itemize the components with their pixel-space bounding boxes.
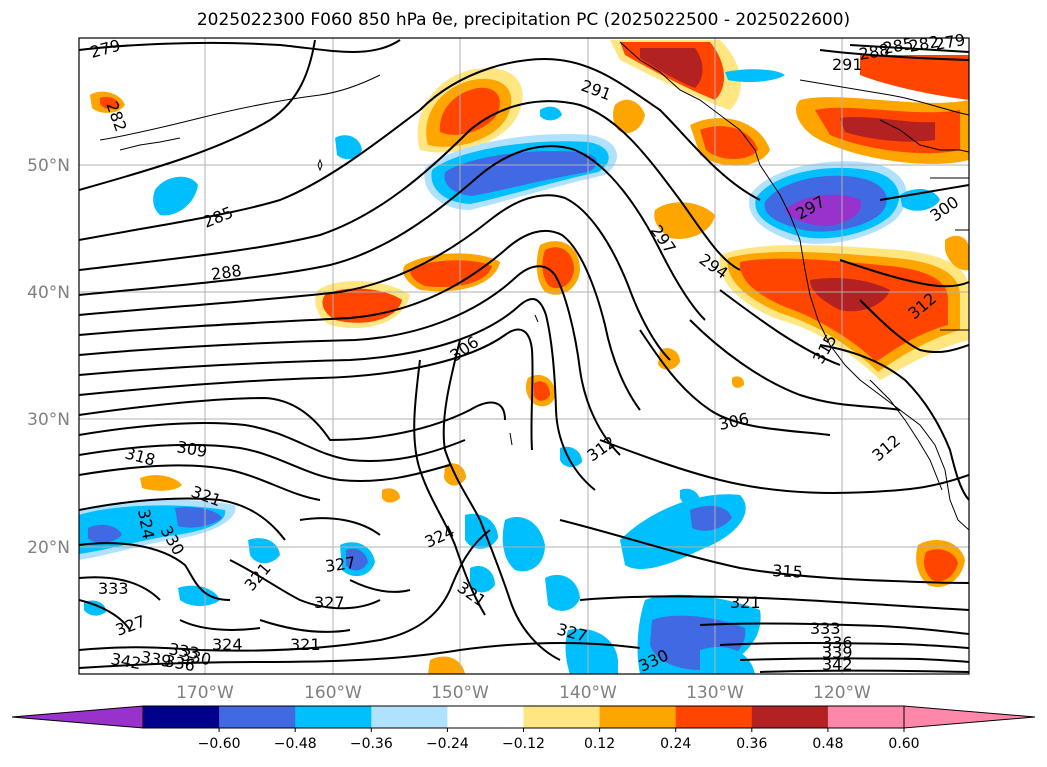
precip-area-sw-band-peak xyxy=(175,507,222,528)
colorbar-tick-label: 0.12 xyxy=(584,736,615,752)
precip-area-bottom xyxy=(700,647,755,674)
precip-area-canada-n xyxy=(860,55,969,100)
precip-area-hawaii-w xyxy=(382,488,400,503)
lon-label: 160°W xyxy=(304,683,362,703)
contour-label: 342 xyxy=(822,655,853,674)
colorbar-tick-label: 0.36 xyxy=(736,736,767,752)
contour-label: 321 xyxy=(730,593,761,612)
precip-area-ak-3 xyxy=(725,69,785,83)
colorbar-extend-high xyxy=(903,705,1036,729)
precip-area-sw-band-peak2 xyxy=(88,524,122,543)
colorbar-segment xyxy=(447,706,524,728)
colorbar: −0.60 −0.48 −0.36 −0.24 −0.12 0.12 0.24 0.36 0.4… xyxy=(11,705,1036,752)
colorbar-segment xyxy=(751,706,829,728)
colorbar-segment xyxy=(675,706,753,728)
colorbar-segment xyxy=(143,706,220,728)
precip-area-midlat-2-core xyxy=(410,260,492,288)
lat-label: 30°N xyxy=(27,410,70,430)
contour-label: 321 xyxy=(290,635,321,654)
colorbar-segment xyxy=(371,706,448,728)
lat-label: 40°N xyxy=(27,283,70,303)
colorbar-tick-label: −0.24 xyxy=(426,736,469,752)
lat-label: 20°N xyxy=(27,538,70,558)
precip-area-ak-4 xyxy=(540,106,562,121)
precip-area-midlat-3-core xyxy=(542,247,574,289)
precip-area-se-small-2 xyxy=(680,488,700,506)
contour-label: 291 xyxy=(832,55,863,74)
contour-label: 327 xyxy=(324,553,357,576)
precip-area-sw-small-2 xyxy=(178,585,220,606)
precip-area-ak-1 xyxy=(153,176,198,216)
colorbar-tick-label: 0.60 xyxy=(888,736,919,752)
map-frame xyxy=(78,37,970,675)
precip-area-east-pac-3 xyxy=(565,628,618,674)
contour-label: 327 xyxy=(314,593,345,612)
colorbar-tick-label: −0.60 xyxy=(198,736,241,752)
colorbar-tick-label: −0.48 xyxy=(274,736,317,752)
precip-area-ak-2 xyxy=(335,135,362,160)
colorbar-tick-label: −0.36 xyxy=(350,736,393,752)
latitude-labels: 50°N 40°N 30°N 20°N xyxy=(27,156,70,558)
contour-label: 315 xyxy=(772,561,803,582)
map-title: 2025022300 F060 850 hPa θe, precipitatio… xyxy=(196,10,851,30)
precip-area-central-pac-core xyxy=(534,381,550,401)
contour-label: 288 xyxy=(210,261,243,284)
lon-label: 130°W xyxy=(686,683,744,703)
colorbar-tick-label: 0.24 xyxy=(660,736,691,752)
precip-area-pnw-max xyxy=(810,278,890,312)
colorbar-segment xyxy=(219,706,296,728)
precip-area-midlat-1-core xyxy=(322,288,402,323)
precip-area-w-alaska-2 xyxy=(100,96,120,109)
precip-area-gulf-alaska-peak xyxy=(439,87,500,135)
precip-area-central-2 xyxy=(545,574,580,611)
precip-area-central-3 xyxy=(465,513,498,549)
lon-label: 170°W xyxy=(176,683,234,703)
lon-label: 140°W xyxy=(559,683,617,703)
precip-area-baja-core xyxy=(924,549,958,582)
longitude-labels: 170°W 160°W 150°W 140°W 130°W 120°W xyxy=(176,683,871,703)
contour-label: 324 xyxy=(212,635,243,654)
lon-label: 150°W xyxy=(431,683,489,703)
coastlines xyxy=(99,41,969,531)
precip-area-bc-small xyxy=(732,376,745,388)
precip-area-dateline xyxy=(140,475,182,491)
precip-area-central-4-core xyxy=(346,548,368,571)
precip-area-se-corner xyxy=(428,656,465,674)
precip-area-hawaii-s xyxy=(470,565,495,593)
precip-area-n-pac-band-peak xyxy=(444,150,598,196)
precip-area-central-1 xyxy=(502,517,545,572)
colorbar-tick-label: 0.48 xyxy=(812,736,843,752)
lat-label: 50°N xyxy=(27,156,70,176)
colorbar-extend-low xyxy=(11,705,144,729)
precip-area-east-pac-1-core xyxy=(690,505,732,531)
precip-area-sw-small xyxy=(84,600,106,616)
lon-label: 120°W xyxy=(813,683,871,703)
colorbar-segment xyxy=(523,706,601,728)
precip-area-bc-coast-peak xyxy=(640,48,703,88)
colorbar-segment xyxy=(295,706,372,728)
contour-label: 333 xyxy=(98,579,129,598)
contour-label: 333 xyxy=(810,619,841,638)
colorbar-segment xyxy=(827,706,905,728)
precip-area-sw-small-3 xyxy=(248,538,280,564)
colorbar-tick-label: −0.12 xyxy=(502,736,545,752)
precip-area-offshore-2 xyxy=(613,99,645,134)
contour-label: 336 xyxy=(822,633,853,652)
colorbar-segment xyxy=(599,706,677,728)
contour-label: 339 xyxy=(822,643,853,662)
precip-area-ne-corner xyxy=(945,235,969,271)
precip-area-canada-ne-peak xyxy=(840,117,935,142)
theta-e-contours xyxy=(79,39,969,673)
